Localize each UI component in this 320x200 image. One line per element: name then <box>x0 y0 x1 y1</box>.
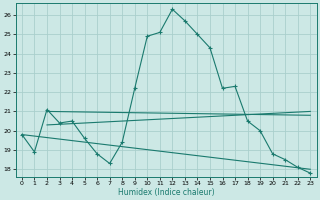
X-axis label: Humidex (Indice chaleur): Humidex (Indice chaleur) <box>118 188 214 197</box>
